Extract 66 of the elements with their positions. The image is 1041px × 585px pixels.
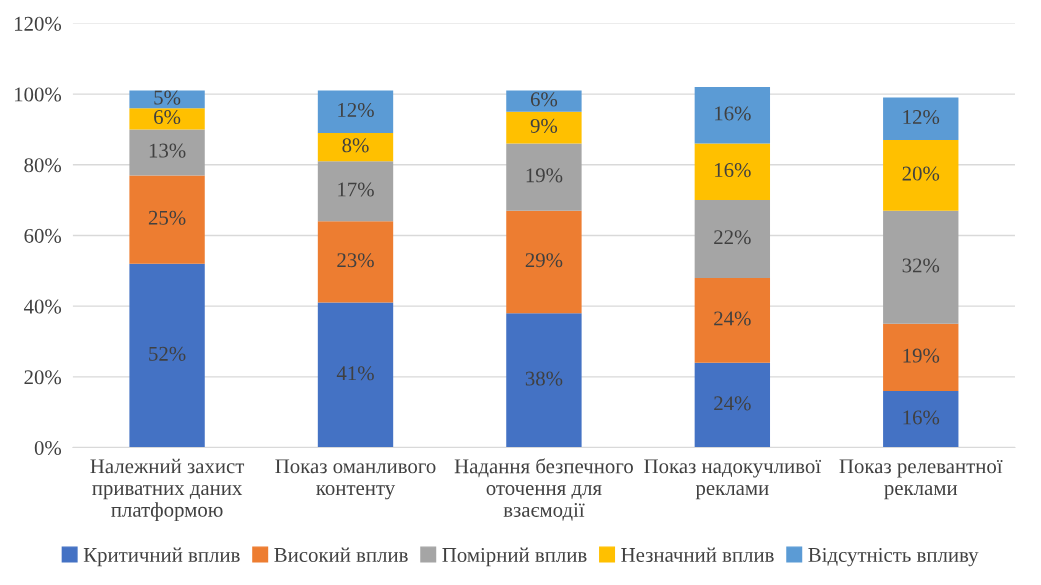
legend-label: Високий вплив xyxy=(274,547,408,562)
legend-label: Помірний вплив xyxy=(442,547,587,567)
data-label: 38% xyxy=(525,371,563,386)
bar xyxy=(317,302,394,448)
data-label: 6% xyxy=(154,109,181,125)
data-label: 16% xyxy=(903,410,940,425)
data-label: 19% xyxy=(903,348,940,363)
data-label: 22% xyxy=(714,230,751,245)
bar xyxy=(317,221,394,303)
bar xyxy=(129,129,205,176)
bar xyxy=(694,143,771,201)
data-label: 24% xyxy=(714,311,751,326)
data-label: 24% xyxy=(714,396,751,411)
bar xyxy=(506,143,582,211)
data-label: 16% xyxy=(715,163,751,178)
x-tick-label: Надання безпечного оточення для взаємодії xyxy=(454,458,633,521)
y-tick-label: 100% xyxy=(14,87,62,102)
legend-label: Незначний вплив xyxy=(621,547,774,562)
y-tick-label: 60% xyxy=(24,228,62,243)
bar xyxy=(883,140,959,211)
legend-label: Критичний вплив xyxy=(83,547,240,567)
y-tick-label: 120% xyxy=(14,16,62,31)
x-tick-label: Показ оманливого контенту xyxy=(275,459,436,500)
data-label: 29% xyxy=(525,253,563,268)
x-tick-label: Показ релевантної реклами xyxy=(839,459,1003,500)
y-tick-label: 20% xyxy=(24,370,62,385)
x-tick-label: Показ надокучливої реклами xyxy=(644,459,822,500)
data-label: 13% xyxy=(149,143,186,158)
bar xyxy=(883,323,959,391)
bar xyxy=(506,210,582,314)
data-label: 12% xyxy=(903,109,940,125)
x-tick-label: Належний захист приватних даних платформою xyxy=(90,458,245,522)
data-label: 32% xyxy=(902,258,940,273)
bar xyxy=(506,313,582,448)
bar xyxy=(883,97,959,141)
bar xyxy=(694,200,771,278)
data-label: 16% xyxy=(715,106,751,121)
data-label: 6% xyxy=(530,92,558,107)
y-tick-label: 40% xyxy=(23,299,62,314)
bar xyxy=(506,90,582,112)
data-label: 8% xyxy=(342,138,369,153)
bar xyxy=(694,362,771,448)
bar xyxy=(317,161,394,222)
bar xyxy=(883,390,959,448)
data-label: 19% xyxy=(526,168,563,183)
data-label: 20% xyxy=(902,166,940,181)
bar xyxy=(129,263,205,448)
data-label: 12% xyxy=(338,102,374,118)
bar xyxy=(317,90,394,133)
data-label: 17% xyxy=(338,182,374,197)
bar xyxy=(129,108,205,130)
data-label: 5% xyxy=(154,90,181,105)
y-tick-label: 0% xyxy=(34,440,62,456)
data-label: 41% xyxy=(336,366,374,381)
bar xyxy=(694,277,771,363)
y-tick-label: 80% xyxy=(24,158,62,173)
bar xyxy=(694,87,771,144)
bar xyxy=(317,132,394,162)
data-label: 25% xyxy=(148,210,186,225)
legend-label: Відсутність впливу xyxy=(808,547,979,567)
bar xyxy=(129,175,205,264)
bar xyxy=(883,210,959,324)
data-label: 23% xyxy=(337,253,374,268)
bar xyxy=(506,111,582,144)
data-label: 9% xyxy=(530,118,558,133)
data-label: 52% xyxy=(149,346,186,361)
